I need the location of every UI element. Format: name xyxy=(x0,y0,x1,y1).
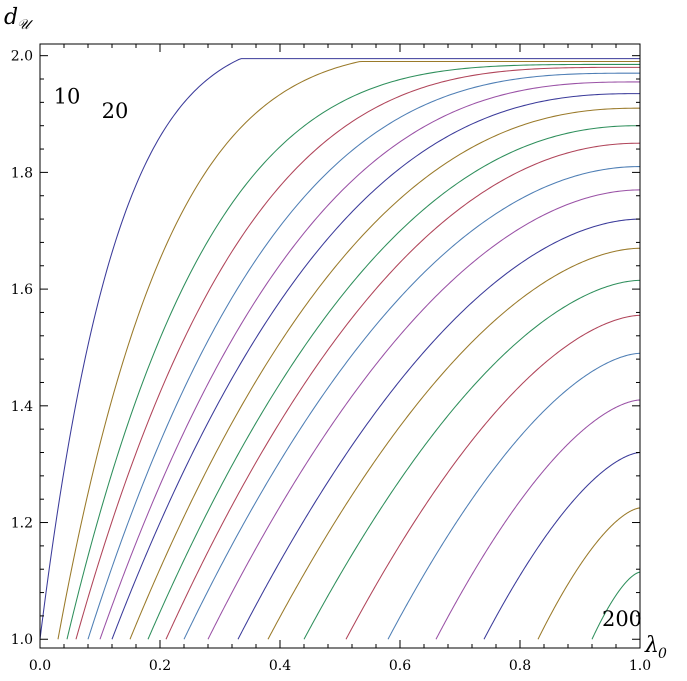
series-line-160 xyxy=(345,314,641,640)
curve-label-10: 10 xyxy=(54,85,81,109)
x-tick-label: 1.0 xyxy=(629,658,651,674)
y-tick-label: 1.6 xyxy=(11,282,33,298)
y-tick-label: 2.0 xyxy=(11,49,33,65)
series-line-210 xyxy=(591,571,641,640)
y-tick-label: 1.4 xyxy=(11,399,33,415)
series-line-140 xyxy=(267,247,641,640)
series-line-50 xyxy=(87,72,640,640)
series-line-10 xyxy=(39,58,640,640)
x-axis-label-main: λ xyxy=(644,633,659,658)
tick-labels-group: 0.0 0.2 0.4 0.6 0.8 1.0 1.0 1.2 1.4 1.6 1.8 2.0 xyxy=(11,49,651,674)
series-line-100 xyxy=(165,142,641,640)
series-line-30 xyxy=(66,63,640,640)
series-line-70 xyxy=(111,93,641,640)
x-tick-label: 0.6 xyxy=(389,658,411,674)
series-line-80 xyxy=(129,107,641,640)
curve-series-group xyxy=(39,58,641,640)
curve-label-20: 20 xyxy=(102,99,129,123)
axis-ticks-group xyxy=(39,44,641,648)
series-line-190 xyxy=(483,451,641,640)
x-tick-label: 0.4 xyxy=(269,658,291,674)
plot-frame xyxy=(39,43,641,649)
series-line-120 xyxy=(207,189,641,640)
curve-label-200: 200 xyxy=(602,607,642,631)
series-line-150 xyxy=(303,279,641,640)
series-line-130 xyxy=(237,218,641,640)
x-tick-label: 0.2 xyxy=(149,658,171,674)
series-line-60 xyxy=(99,81,640,640)
series-line-170 xyxy=(387,352,641,640)
y-tick-label: 1.8 xyxy=(11,165,33,181)
series-line-40 xyxy=(75,66,640,640)
x-tick-label: 0.8 xyxy=(509,658,531,674)
y-tick-label: 1.2 xyxy=(11,516,33,532)
series-line-200 xyxy=(537,507,641,640)
series-line-110 xyxy=(183,166,641,640)
series-line-180 xyxy=(435,399,641,640)
y-tick-label: 1.0 xyxy=(11,632,33,648)
x-tick-label: 0.0 xyxy=(29,658,51,674)
series-line-20 xyxy=(57,60,640,640)
series-line-90 xyxy=(147,125,641,640)
y-axis-label-main: d xyxy=(4,5,18,30)
x-axis-label-sub: 0 xyxy=(658,646,667,662)
curve-labels-group: 10 20 200 xyxy=(54,85,642,631)
